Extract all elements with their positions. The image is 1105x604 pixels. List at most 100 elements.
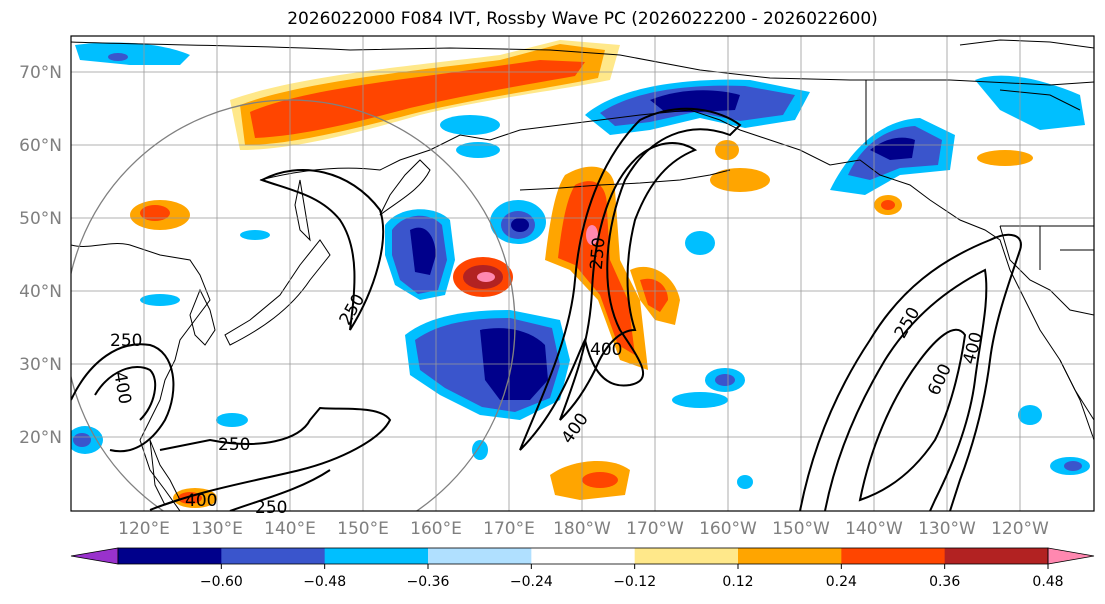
map-title: 2026022000 F084 IVT, Rossby Wave PC (202… <box>287 9 878 29</box>
colorbar-label: 0.12 <box>722 574 753 590</box>
lon-label: 130°W <box>918 519 976 539</box>
coastline-mexico <box>1059 359 1094 441</box>
colorbar-label: −0.60 <box>200 574 243 590</box>
contour-south-bottom <box>229 469 331 511</box>
positive-anomaly-coast <box>977 150 1033 166</box>
lon-label: 150°W <box>772 519 830 539</box>
positive-anomaly-gulf-small <box>715 140 739 160</box>
colorbar-label: −0.12 <box>613 574 656 590</box>
colorbar-segment <box>531 548 636 564</box>
lat-label: 60°N <box>19 136 62 156</box>
map-frame <box>70 35 1095 512</box>
negative-anomaly-japan-east-core <box>410 227 436 275</box>
negative-anomaly-trade <box>672 392 728 408</box>
coastline-aleutians <box>519 169 731 191</box>
coastline-canada-islands <box>959 39 1094 111</box>
coastline-kamchatka <box>379 159 431 216</box>
lat-label: 20°N <box>19 428 62 448</box>
colorbar-extend-low <box>70 547 119 565</box>
colorbar-segment <box>738 548 842 564</box>
positive-anomaly-east-core <box>640 278 668 312</box>
negative-anomaly-alaska-core <box>650 90 740 112</box>
colorbar-segment <box>428 548 532 564</box>
negative-anomaly-bering <box>440 115 500 135</box>
lon-label: 150°E <box>337 519 389 539</box>
colorbar-segment <box>324 548 429 564</box>
longitude-labels: 120°E 130°E 140°E 150°E 160°E 170°E 180°… <box>118 519 1049 539</box>
positive-anomaly-central-peak <box>477 272 495 282</box>
negative-anomaly-west <box>140 294 180 306</box>
negative-anomaly-mexico <box>1018 405 1042 425</box>
lon-label: 140°W <box>845 519 903 539</box>
negative-anomaly-sakhalin <box>456 142 500 158</box>
lon-label: 160°W <box>699 519 757 539</box>
positive-anomaly-south-core <box>582 472 618 488</box>
lon-label: 130°E <box>191 519 243 539</box>
colorbar-label: −0.24 <box>510 574 553 590</box>
coastline-korea <box>189 288 216 346</box>
lat-label: 40°N <box>19 282 62 302</box>
lon-label: 160°E <box>410 519 462 539</box>
lon-label: 180°W <box>553 519 611 539</box>
coastline-alaska <box>599 109 1094 421</box>
lon-label: 120°E <box>118 519 170 539</box>
contour-label: 400 <box>109 370 134 405</box>
lat-label: 70°N <box>19 63 62 83</box>
negative-anomaly-central-core <box>511 218 529 232</box>
contour-label: 400 <box>185 491 217 511</box>
contour-west-pacific-outer <box>71 343 175 453</box>
colorbar-segment <box>841 548 946 564</box>
colorbar-label: −0.36 <box>407 574 450 590</box>
positive-anomaly-bc-core <box>881 200 895 210</box>
coastlines <box>71 39 1094 511</box>
colorbar-label: 0.24 <box>826 574 857 590</box>
latitude-labels: 70°N 60°N 50°N 40°N 30°N 20°N <box>19 63 62 448</box>
ivt-contours <box>71 107 1022 511</box>
contour-label: 250 <box>587 236 610 270</box>
lon-label: 170°E <box>483 519 535 539</box>
negative-anomaly-gulf <box>685 231 715 255</box>
colorbar-extend-high <box>1047 547 1095 565</box>
colorbar-segment <box>634 548 739 564</box>
contour-label: 400 <box>590 340 622 360</box>
coastline-russia-east <box>259 119 601 181</box>
colorbar-segment <box>221 548 326 564</box>
colorbar-label: 0.48 <box>1032 574 1063 590</box>
contour-west-pacific-inner <box>94 366 157 421</box>
negative-anomaly-east-tropics-core <box>1064 461 1082 471</box>
lat-label: 30°N <box>19 355 62 375</box>
contour-label: 250 <box>336 291 370 329</box>
boundary-us-states <box>999 225 1094 316</box>
positive-anomaly-dateline-core <box>558 181 635 355</box>
negative-anomaly-taiwan <box>216 413 248 427</box>
lon-label: 170°W <box>626 519 684 539</box>
negative-anomaly-kuril <box>240 230 270 240</box>
region-circle <box>71 99 516 511</box>
negative-anomaly-southeast <box>737 475 753 489</box>
coastline-arctic <box>71 41 1094 86</box>
contour-label: 250 <box>255 498 287 518</box>
colorbar: −0.60 −0.48 −0.36 −0.24 −0.12 0.12 0.24 0.36 0.4… <box>70 547 1095 590</box>
colorbar-frame <box>117 547 1049 565</box>
colorbar-label: 0.36 <box>929 574 960 590</box>
positive-anomaly-west-core <box>140 205 170 221</box>
positive-anomaly-dateline-peak <box>586 225 598 245</box>
lon-label: 120°W <box>991 519 1049 539</box>
boundary-canada-us <box>865 80 1094 227</box>
contour-labels: 250 400 250 250 400 250 250 400 250 400 … <box>109 236 987 518</box>
contour-south-left <box>149 406 392 511</box>
contour-label: 250 <box>110 331 142 351</box>
contour-label: 250 <box>891 304 925 342</box>
contour-dateline-inner <box>559 142 698 421</box>
contour-label: 400 <box>959 330 987 367</box>
negative-anomaly-arctic-core <box>108 53 128 61</box>
coastline-asia <box>71 243 211 511</box>
contour-japan-jet <box>259 169 385 331</box>
contour-east-outer <box>799 233 1022 511</box>
contour-dateline-outer <box>519 107 742 451</box>
colorbar-segment <box>944 548 1049 564</box>
negative-anomaly-hawaii-core <box>715 374 735 386</box>
negative-anomaly-south-central <box>472 440 488 460</box>
negative-anomaly-philippines-core <box>73 433 91 447</box>
coastline-japan <box>224 239 331 346</box>
